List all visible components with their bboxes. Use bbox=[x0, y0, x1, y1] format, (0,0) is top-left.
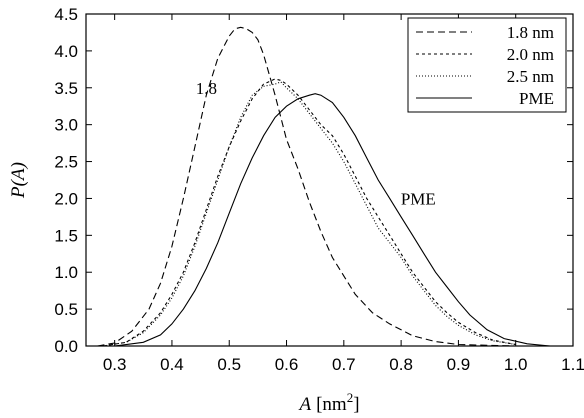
x-axis-label: A [nm2] bbox=[297, 390, 359, 415]
legend-label: PME bbox=[519, 89, 554, 108]
series-line-2 bbox=[103, 81, 516, 347]
y-tick-label: 2.5 bbox=[54, 153, 78, 172]
x-axis-label-sup: 2 bbox=[347, 390, 354, 405]
legend-box bbox=[407, 17, 567, 113]
y-axis-label-main: P bbox=[8, 186, 29, 199]
y-axis-label-arg: (A) bbox=[8, 162, 29, 186]
plot-frame bbox=[85, 13, 574, 347]
x-tick-label: 1.1 bbox=[561, 355, 584, 374]
x-tick-label: 0.6 bbox=[275, 355, 299, 374]
x-tick-label: 0.7 bbox=[332, 355, 356, 374]
y-tick-label: 4.0 bbox=[54, 42, 78, 61]
x-axis-label-close: ] bbox=[353, 394, 359, 415]
series-line-3 bbox=[114, 93, 551, 347]
axis-ticks: 0.3 0.4 0.5 0.6 0.7 0.8 0.9 1.0 1.1 0.0 0.5 1.0 1.5 2… bbox=[54, 5, 584, 374]
series-lines bbox=[97, 26, 551, 347]
y-tick-label: 1.5 bbox=[54, 226, 78, 245]
y-tick-label: 1.0 bbox=[54, 263, 78, 282]
y-tick-label: 3.5 bbox=[54, 79, 78, 98]
x-tick-label: 0.8 bbox=[389, 355, 413, 374]
legend-label: 1.8 nm bbox=[507, 23, 554, 42]
y-tick-label: 2.0 bbox=[54, 189, 78, 208]
y-tick-label: 0.5 bbox=[54, 300, 78, 319]
x-tick-label: 0.4 bbox=[160, 355, 184, 374]
y-tick-label: 0.0 bbox=[54, 337, 78, 356]
plot-area bbox=[85, 13, 574, 347]
annotation-0: 1.8 bbox=[196, 79, 217, 98]
x-axis-label-main: A bbox=[297, 394, 311, 415]
x-tick-label: 0.5 bbox=[217, 355, 241, 374]
annotations: 1.8 PME bbox=[196, 79, 436, 209]
legend-label: 2.0 nm bbox=[507, 45, 554, 64]
series-line-0 bbox=[97, 26, 516, 347]
x-axis-label-unit: [nm bbox=[316, 394, 347, 415]
annotation-1: PME bbox=[401, 189, 436, 208]
y-tick-label: 4.5 bbox=[54, 5, 78, 24]
legend: 1.8 nm 2.0 nm 2.5 nm PME bbox=[407, 17, 567, 113]
series-line-1 bbox=[103, 78, 516, 347]
x-tick-label: 0.3 bbox=[103, 355, 127, 374]
legend-label: 2.5 nm bbox=[507, 67, 554, 86]
x-tick-label: 1.0 bbox=[504, 355, 528, 374]
y-tick-label: 3.0 bbox=[54, 116, 78, 135]
x-tick-label: 0.9 bbox=[447, 355, 471, 374]
y-axis-label: P(A) bbox=[8, 162, 29, 199]
